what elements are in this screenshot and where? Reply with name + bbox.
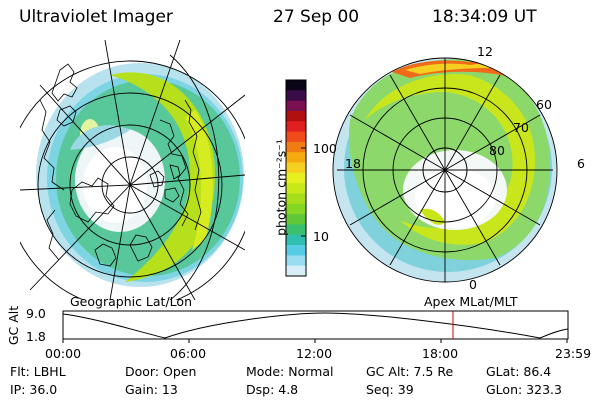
coastline-outlines [39,63,202,267]
mlt-label-18: 18 [345,156,361,171]
colorbar-cell [286,162,306,174]
orbit-timeline-plot [62,310,569,343]
colorbar-cell [286,172,306,184]
apex-panel-label: Apex MLat/MLT [424,294,518,309]
instrument-title: Ultraviolet Imager [19,7,173,27]
colorbar-cell [286,234,306,246]
colorbar-cell [286,141,306,153]
mlat-label-80: 80 [489,143,505,158]
colorbar-cell [286,121,306,133]
colorbar-cell [286,224,306,236]
intensity-colorbar [285,79,307,277]
colorbar-cell [286,245,306,256]
colorbar-cell [286,152,306,164]
timeline-ytick-min: 1.8 [26,329,46,344]
glat-status: GLat: 86.4 [486,364,552,379]
mlat-label-70: 70 [513,120,529,135]
colorbar-cell [286,265,306,277]
colorbar-cell [286,193,306,205]
ip-status: IP: 36.0 [10,382,58,397]
colorbar-cell [286,100,306,112]
colorbar-cell [286,183,306,195]
colorbar-cell [286,80,306,91]
gc-alt-status: GC Alt: 7.5 Re [366,364,454,379]
timeline-axis-label: GC Alt [6,305,22,346]
colorbar-cell [286,131,306,143]
mlat-label-60: 60 [536,97,552,112]
colorbar-cell [286,90,306,102]
timeline-xtick-1800: 18:00 [422,346,459,361]
geographic-aurora-image [36,63,244,287]
gain-status: Gain: 13 [125,382,178,397]
glon-status: GLon: 323.3 [486,382,562,397]
filter-status: Flt: LBHL [10,364,66,379]
mlt-label-6: 6 [577,156,585,171]
seq-status: Seq: 39 [366,382,414,397]
geographic-panel-label: Geographic Lat/Lon [70,294,192,309]
mode-status: Mode: Normal [246,364,334,379]
colorbar-unit-label: photon cm⁻²s⁻¹ [273,139,289,236]
door-status: Door: Open [125,364,197,379]
mlt-label-12: 12 [477,44,493,59]
time-label: 18:34:09 UT [432,7,537,27]
timeline-xtick-1200: 12:00 [296,346,333,361]
colorbar-cell [286,255,306,267]
timeline-xtick-0600: 06:00 [170,346,207,361]
mlt-grid [332,57,558,283]
timeline-xtick-0000: 00:00 [45,346,82,361]
timeline-xtick-2359: 23:59 [555,346,592,361]
colorbar-tick-100: 100 [313,141,337,156]
date-label: 27 Sep 00 [273,7,360,27]
colorbar-cell [286,110,306,122]
colorbar-cell [286,203,306,215]
timeline-ytick-max: 9.0 [26,306,46,321]
dsp-status: Dsp: 4.8 [246,382,299,397]
colorbar-tick-10: 10 [313,229,329,244]
mlt-label-0: 0 [469,277,477,292]
colorbar-cell [286,214,306,226]
